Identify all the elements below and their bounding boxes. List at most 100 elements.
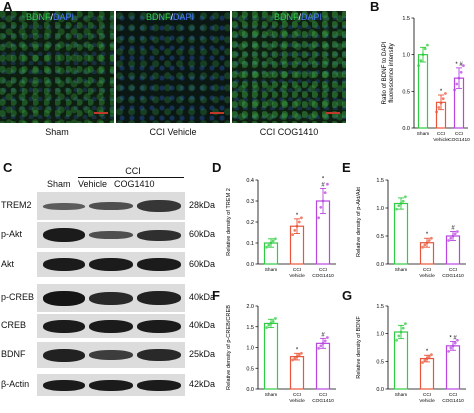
data-point: [426, 43, 429, 47]
wb-band: [89, 258, 133, 271]
bar: [315, 342, 331, 390]
data-point: [321, 199, 325, 203]
y-tick-label: 1.5: [376, 304, 384, 310]
wb-blot-strip: [37, 284, 185, 312]
y-axis-label: Relative density of TREM 2: [226, 188, 232, 256]
data-point: [423, 358, 427, 362]
data-point: [456, 338, 459, 342]
wb-kda-label: 40kDa: [189, 292, 216, 302]
y-tick-label: 1.0: [246, 346, 254, 352]
x-tick-label: Sham: [395, 392, 408, 398]
data-point: [291, 233, 294, 236]
data-point: [267, 323, 271, 327]
chart-e: Relative density of p-Akt/Akt 0.0 0.5 1.0 1.…: [356, 178, 466, 279]
x-tick-label: CCI: [423, 267, 431, 273]
data-point: [397, 204, 401, 208]
bar: [263, 322, 279, 390]
data-point: [269, 241, 273, 245]
data-point: [323, 339, 327, 343]
y-tick-label: 0.0: [246, 262, 254, 268]
wb-band: [137, 320, 181, 333]
chart-f: Relative density of p-CREB/CREB 0.0 0.5 1.0…: [226, 304, 336, 404]
x-tick-label: CCI: [319, 392, 327, 398]
data-point: [425, 357, 429, 360]
wb-kda-label: 25kDa: [189, 349, 216, 359]
x-tick-label: Sham: [265, 267, 278, 273]
micrograph-cci-vehicle: BDNF/DAPI: [116, 11, 230, 123]
micrograph-caption-vehicle: CCI Vehicle: [149, 127, 197, 137]
stain-label: BDNF/DAPI: [146, 12, 194, 22]
y-axis-label: Ratio of BDNF to DAPIfluorescence intens…: [381, 41, 395, 104]
panel-letter-d: D: [212, 160, 222, 175]
x-tick-label: Sham: [265, 392, 278, 398]
data-point: [456, 230, 459, 233]
wb-blot-strip: [37, 342, 185, 368]
data-point: [404, 195, 407, 199]
y-tick-label: 0.4: [246, 178, 254, 184]
wb-blot-strip: [37, 192, 185, 220]
data-point: [421, 53, 425, 57]
data-point: [399, 330, 403, 334]
data-point: [274, 237, 277, 241]
data-point: [439, 101, 443, 105]
significance-mark: *: [426, 232, 429, 238]
x-tick-label: Sham: [417, 131, 430, 137]
data-point: [326, 182, 329, 186]
wb-band: [89, 320, 133, 333]
significance-mark: #: [321, 332, 325, 338]
data-point: [293, 356, 297, 360]
data-point: [447, 239, 450, 242]
x-tick-label: CCI: [293, 392, 301, 398]
data-point: [441, 97, 445, 101]
wb-protein-label: p-CREB: [1, 292, 35, 302]
data-point: [427, 355, 431, 359]
y-tick-label: 0.5: [376, 359, 384, 365]
significance-mark: * #: [455, 62, 463, 68]
y-tick-label: 0.1: [246, 241, 254, 247]
stain-separator: /: [298, 12, 302, 22]
chart-b: Ratio of BDNF to DAPIfluorescence intens…: [381, 16, 470, 143]
data-point: [421, 245, 424, 249]
y-tick-label: 0.0: [376, 387, 384, 393]
data-point: [453, 88, 456, 92]
scale-bar: [210, 112, 224, 114]
wb-band: [89, 380, 133, 391]
wb-blot-strip: [37, 314, 185, 338]
data-point: [425, 241, 429, 245]
data-point: [435, 110, 438, 114]
x-tick-label: COG1410: [442, 398, 464, 404]
data-point: [404, 322, 407, 326]
bar: [289, 356, 305, 390]
wb-band: [43, 349, 85, 362]
data-point: [449, 236, 453, 240]
stain-dapi: DAPI: [53, 12, 75, 22]
wb-protein-label: p-Akt: [1, 229, 23, 239]
x-tick-label: CCI: [449, 267, 457, 273]
y-tick-label: 0.0: [246, 387, 254, 393]
wb-band: [137, 258, 181, 271]
data-point: [300, 351, 303, 355]
wb-kda-label: 60kDa: [189, 258, 216, 269]
x-tick-label: Vehicle: [433, 137, 449, 143]
significance-mark: *: [322, 176, 325, 182]
data-point: [265, 326, 268, 329]
scale-bar: [94, 112, 108, 114]
stain-dapi: DAPI: [301, 12, 323, 22]
data-point: [401, 326, 405, 330]
significance-mark: *: [440, 89, 443, 95]
x-tick-label: Vehicle: [289, 398, 305, 404]
x-tick-label: CCI: [455, 131, 463, 137]
x-tick-label: CCI: [319, 267, 327, 273]
y-tick-label: 0.5: [376, 234, 384, 240]
x-tick-label: COG1410: [442, 273, 464, 279]
y-tick-label: 1.5: [376, 178, 384, 184]
y-tick-label: 0.2: [246, 220, 254, 226]
stain-label: BDNF/DAPI: [274, 12, 322, 22]
y-tick-label: 0.0: [376, 262, 384, 268]
stain-bdnf: BDNF: [26, 12, 51, 22]
significance-mark: * #: [449, 335, 457, 341]
bar: [393, 202, 409, 265]
data-point: [459, 70, 463, 74]
wb-band: [89, 202, 133, 210]
y-tick-label: 1.5: [246, 325, 254, 331]
